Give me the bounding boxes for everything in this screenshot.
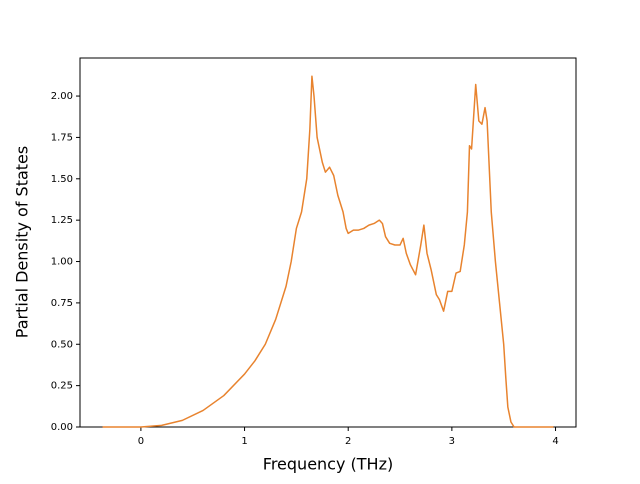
y-tick-label: 0.50 [51,339,73,350]
x-tick-label: 0 [138,436,144,447]
x-tick-label: 1 [241,436,247,447]
plot-frame [79,57,577,428]
x-tick-label: 2 [345,436,351,447]
x-axis-label: Frequency (THz) [263,455,393,474]
y-tick-label: 0.25 [51,381,73,392]
y-tick-label: 1.75 [51,132,73,143]
x-tick-label: 4 [552,436,558,447]
x-tick-label: 3 [449,436,455,447]
y-tick-label: 1.00 [51,257,73,268]
y-tick-label: 2.00 [51,91,73,102]
density-line [102,75,554,428]
y-tick-label: 0.75 [51,298,73,309]
y-tick-label: 0.00 [51,422,73,433]
y-axis-label: Partial Density of States [13,146,32,338]
y-tick-label: 1.50 [51,174,73,185]
y-tick-label: 1.25 [51,215,73,226]
